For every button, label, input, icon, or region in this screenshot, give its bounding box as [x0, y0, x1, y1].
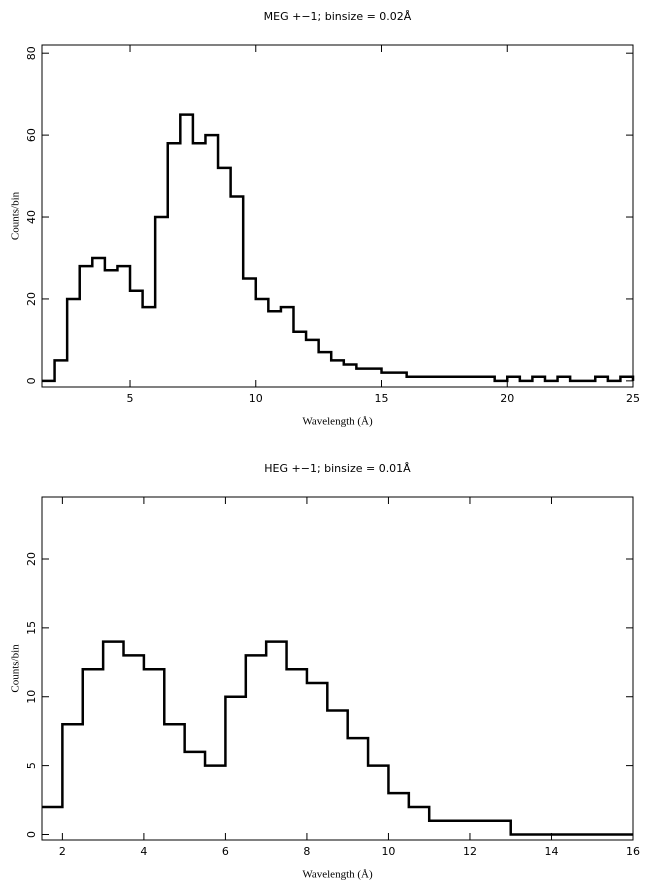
x-axis-label: Wavelength (Å): [302, 416, 373, 428]
x-tick-label: 15: [375, 392, 389, 405]
plot-frame: [41, 496, 634, 841]
y-tick-label: 20: [25, 292, 38, 306]
y-tick-label: 20: [25, 552, 38, 566]
y-tick-label: 0: [25, 377, 38, 384]
x-tick-label: 2: [59, 845, 66, 858]
x-tick-label: 20: [500, 392, 514, 405]
x-tick-label: 10: [381, 845, 395, 858]
x-tick-label: 5: [127, 392, 134, 405]
x-tick-label: 12: [463, 845, 477, 858]
x-tick-label: 8: [303, 845, 310, 858]
y-tick-label: 5: [25, 762, 38, 769]
x-tick-label: 4: [140, 845, 147, 858]
y-tick-label: 0: [25, 831, 38, 838]
chart-title: HEG +−1; binsize = 0.01Å: [264, 462, 411, 475]
y-axis-label: Counts/bin: [10, 644, 22, 693]
y-tick-label: 80: [25, 46, 38, 60]
spectrum-line: [42, 113, 635, 383]
spectrum-line: [42, 640, 633, 836]
y-tick-label: 60: [25, 128, 38, 142]
x-tick-label: 6: [222, 845, 229, 858]
x-tick-label: 10: [249, 392, 263, 405]
y-axis-label: Counts/bin: [10, 191, 22, 240]
y-tick-label: 10: [25, 690, 38, 704]
x-axis-label: Wavelength (Å): [302, 869, 373, 881]
plot-frame: [41, 44, 634, 388]
y-tick-label: 15: [25, 621, 38, 635]
chart-title: MEG +−1; binsize = 0.02Å: [264, 10, 412, 23]
x-tick-label: 14: [544, 845, 558, 858]
y-tick-label: 40: [25, 210, 38, 224]
x-tick-label: 16: [626, 845, 640, 858]
x-tick-label: 25: [626, 392, 640, 405]
